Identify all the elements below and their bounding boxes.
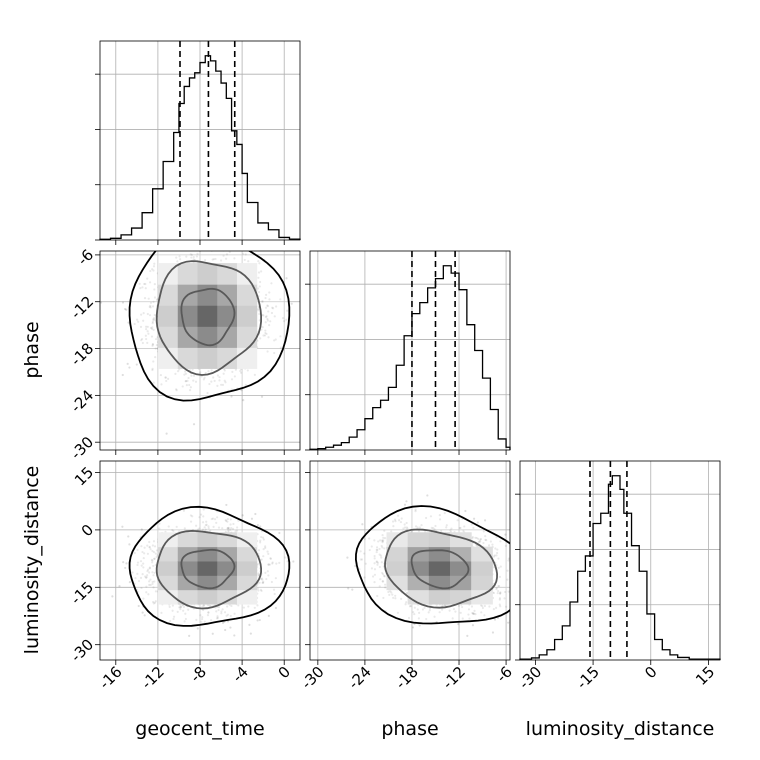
contour-level-1 [155, 529, 262, 610]
y-axis-label-phase: phase [21, 321, 43, 378]
contour-level-0 [180, 287, 236, 347]
hist-luminosity_distance-frame [519, 460, 721, 661]
tick-label-luminosity_distance: -15 [573, 663, 603, 693]
contour-level-2 [354, 505, 510, 625]
hist-geocent_time-frame [99, 40, 301, 241]
tick-label-luminosity_distance: -15 [67, 578, 97, 608]
tick-label-luminosity_distance: 0 [78, 521, 97, 540]
tick-label-phase: -12 [67, 293, 97, 323]
tick-label-geocent_time: -16 [96, 663, 126, 693]
scatter-geocent_time-phase-frame [99, 250, 301, 451]
contour-level-0 [180, 548, 236, 590]
contour-level-1 [384, 528, 499, 609]
tick-label-geocent_time: -12 [138, 663, 168, 693]
tick-label-luminosity_distance: 0 [641, 663, 660, 682]
density-geocent_time-phase [100, 251, 293, 435]
scatter-phase-luminosity_distance-frame [309, 460, 511, 661]
x-axis-label-geocent-time: geocent_time [135, 718, 264, 740]
tick-label-luminosity_distance: -30 [515, 663, 545, 693]
tick-label-phase: -6 [74, 246, 97, 269]
density-geocent_time-luminosity_distance [111, 503, 295, 637]
tick-label-geocent_time: -8 [187, 663, 210, 686]
panel-hist-luminosity-distance: -30 -15 0 15 [515, 460, 721, 693]
tick-label-luminosity_distance: 15 [71, 463, 97, 489]
contour-level-2 [128, 251, 291, 402]
tick-label-phase: -12 [439, 663, 469, 693]
panel-phase-vs-geocent-time: -30 -24 -18 -12 -6 [67, 246, 301, 463]
tick-label-phase: -6 [493, 663, 516, 686]
tick-label-phase: -18 [392, 663, 422, 693]
contour-level-2 [128, 505, 291, 627]
tick-label-phase: -24 [67, 386, 97, 416]
histogram-geocent_time [99, 55, 301, 240]
panel-luminosity-distance-vs-phase: -30 -24 -18 -12 -6 [298, 460, 516, 693]
histogram-luminosity_distance [519, 475, 721, 660]
x-axis-label-luminosity-distance: luminosity_distance [526, 718, 715, 740]
tick-label-luminosity_distance: -30 [67, 635, 97, 665]
tick-label-geocent_time: 0 [275, 663, 294, 682]
panel-luminosity-distance-vs-geocent-time: -16 -12 -8 -4 0 -30 -15 0 15 [67, 460, 301, 693]
tick-label-phase: -30 [298, 663, 328, 693]
contour-level-1 [155, 260, 262, 376]
tick-label-luminosity_distance: 15 [692, 663, 718, 689]
y-axis-label-luminosity-distance: luminosity_distance [21, 466, 43, 655]
tick-label-phase: -30 [67, 433, 97, 463]
histogram-phase [309, 265, 511, 450]
tick-label-phase: -18 [67, 339, 97, 369]
hist-phase-frame [309, 250, 511, 451]
x-axis-label-phase: phase [381, 718, 438, 740]
scatter-geocent_time-luminosity_distance-frame [99, 460, 301, 661]
density-phase-luminosity_distance [346, 494, 510, 637]
tick-label-geocent_time: -4 [229, 663, 252, 686]
tick-label-phase: -24 [345, 663, 375, 693]
panel-hist-geocent-time [95, 40, 301, 245]
panel-hist-phase [305, 250, 511, 455]
contour-level-0 [410, 549, 470, 590]
